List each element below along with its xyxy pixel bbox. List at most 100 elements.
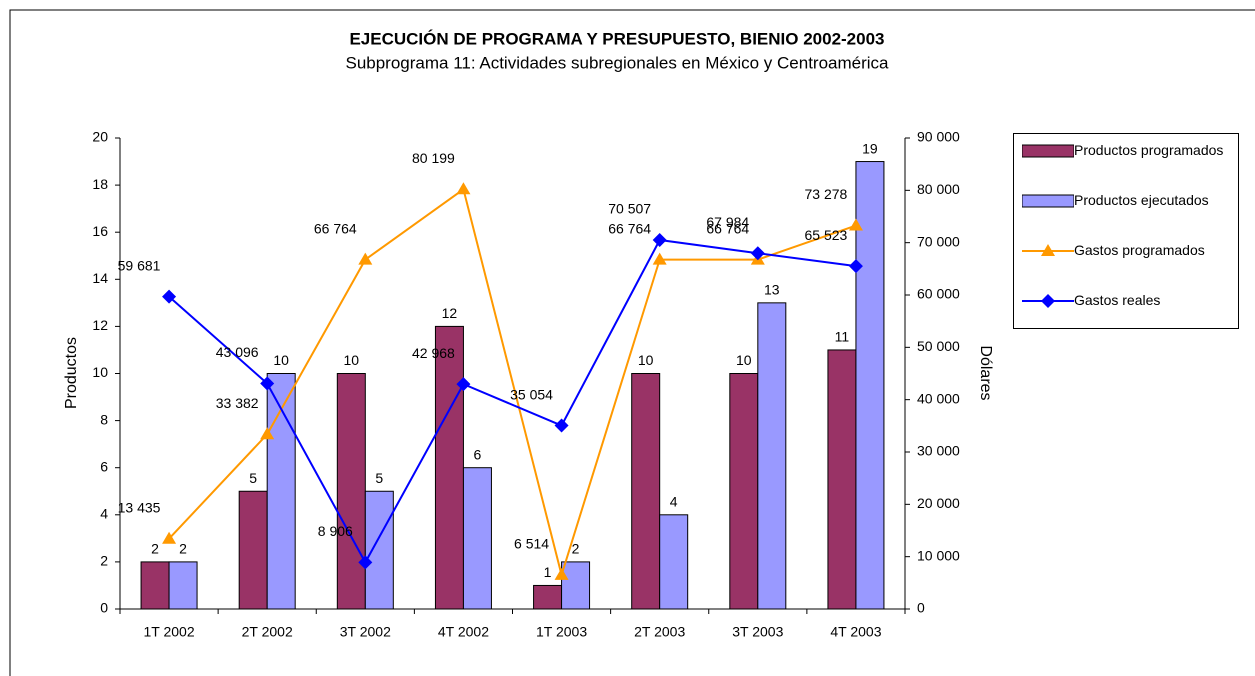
line-marker	[456, 377, 471, 392]
legend-swatch	[1022, 244, 1074, 256]
legend-swatch-box	[1022, 194, 1074, 208]
bar-label: 1	[544, 564, 552, 580]
line-marker	[456, 182, 471, 195]
bar-label: 13	[764, 282, 780, 298]
x-tick-label: 2T 2003	[634, 624, 685, 640]
bar	[434, 325, 464, 610]
legend-swatch-box	[1022, 144, 1074, 158]
bar-label: 4	[670, 494, 678, 510]
x-tick-label: 3T 2002	[340, 624, 391, 640]
bar-label: 10	[273, 352, 289, 368]
bar	[533, 584, 563, 610]
y2-tick-label: 80 000	[917, 181, 960, 197]
bar	[266, 373, 296, 610]
y2-tick-label: 30 000	[917, 443, 960, 459]
bar-label: 2	[179, 541, 187, 557]
y-tick-label: 20	[92, 129, 108, 145]
legend-swatch	[1022, 144, 1074, 158]
line-label: 66 764	[706, 220, 749, 236]
legend-swatch-marker	[1041, 244, 1055, 256]
y-tick-label: 2	[100, 553, 108, 569]
line-label: 13 435	[118, 499, 161, 515]
y2-tick-label: 10 000	[917, 547, 960, 563]
x-tick-label: 4T 2002	[438, 624, 489, 640]
legend-item: Productos programados	[1022, 142, 1234, 160]
bar	[238, 490, 268, 610]
line-marker	[260, 427, 275, 440]
bar-label: 6	[474, 446, 482, 462]
legend-label: Productos ejecutados	[1074, 192, 1209, 208]
line-marker	[554, 567, 569, 580]
x-tick-label: 2T 2002	[242, 624, 293, 640]
y-tick-label: 6	[100, 458, 108, 474]
line	[168, 238, 857, 565]
legend-item: Productos ejecutados	[1022, 192, 1234, 210]
chart-title: EJECUCIÓN DE PROGRAMA Y PRESUPUESTO, BIE…	[349, 29, 884, 48]
line-marker	[750, 246, 765, 261]
line-label: 65 523	[805, 227, 848, 243]
y-tick-label: 16	[92, 223, 108, 239]
line-label: 42 968	[412, 345, 455, 361]
y2-tick-label: 70 000	[917, 233, 960, 249]
legend-swatch	[1022, 294, 1074, 308]
bar	[462, 467, 492, 610]
y-tick-label: 14	[92, 270, 108, 286]
legend-label: Gastos reales	[1074, 292, 1161, 308]
y-tick-label: 12	[92, 317, 108, 333]
x-tick-label: 1T 2002	[144, 624, 195, 640]
y2-tick-label: 40 000	[917, 390, 960, 406]
bar	[140, 561, 170, 610]
y2-tick-label: 60 000	[917, 286, 960, 302]
bar-label: 10	[736, 352, 752, 368]
frame	[9, 9, 1255, 676]
bar-label: 11	[835, 329, 850, 345]
line-label: 6 514	[514, 536, 549, 552]
line-marker	[554, 418, 569, 433]
line-marker	[162, 289, 177, 304]
bar-label: 2	[572, 541, 580, 557]
line-marker	[652, 252, 667, 265]
bar-label: 5	[249, 470, 257, 486]
line-marker	[162, 531, 177, 544]
line-label: 8 906	[318, 523, 353, 539]
bar	[729, 373, 759, 610]
y-tick-label: 0	[100, 600, 108, 616]
line-label: 59 681	[118, 257, 161, 273]
line-label: 73 278	[805, 186, 848, 202]
legend-label: Gastos programados	[1074, 242, 1205, 258]
bar-label: 10	[638, 352, 654, 368]
x-tick-label: 1T 2003	[536, 624, 587, 640]
y2-tick-label: 0	[917, 600, 925, 616]
bar-label: 2	[151, 541, 159, 557]
line-label: 66 764	[608, 220, 651, 236]
legend-item: Gastos programados	[1022, 242, 1234, 260]
y2-tick-label: 90 000	[917, 129, 960, 145]
bar	[855, 161, 885, 610]
bar	[168, 561, 198, 610]
bar	[336, 373, 366, 610]
y-axis-title: Productos	[63, 337, 80, 409]
legend: Productos programados Productos ejecutado…	[1013, 133, 1239, 329]
bar	[631, 373, 661, 610]
y2-tick-label: 50 000	[917, 338, 960, 354]
line-label: 70 507	[608, 201, 651, 217]
bar	[659, 514, 689, 610]
line	[168, 187, 857, 579]
bar-label: 5	[375, 470, 383, 486]
legend-label: Productos programados	[1074, 142, 1224, 158]
line-label: 35 054	[510, 386, 553, 402]
y-tick-label: 8	[100, 411, 108, 427]
bar-label: 12	[442, 305, 458, 321]
y2-axis-title: Dólares	[977, 345, 994, 400]
chart-subtitle: Subprograma 11: Actividades subregionale…	[345, 53, 889, 72]
line-marker	[260, 376, 275, 391]
line-label: 43 096	[216, 344, 259, 360]
y-tick-label: 4	[100, 506, 108, 522]
line-marker	[358, 555, 373, 570]
bar-label: 10	[344, 352, 360, 368]
line-marker	[848, 259, 863, 274]
x-tick-label: 3T 2003	[732, 624, 783, 640]
line-marker	[848, 218, 863, 231]
